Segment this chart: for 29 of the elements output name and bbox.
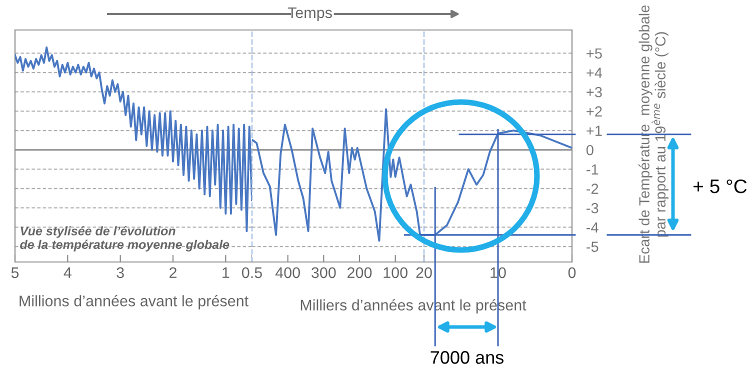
text: Temps bbox=[288, 7, 332, 22]
text: 7000 ans bbox=[430, 351, 504, 364]
x-tick-label: 5 bbox=[11, 267, 19, 278]
x-tick-label: 0.5 bbox=[242, 267, 262, 278]
y-tick-label: -3 bbox=[586, 202, 598, 214]
x-tick-label: 1 bbox=[222, 267, 230, 278]
y-tick-label: -5 bbox=[586, 242, 598, 252]
y-tick-label: +1 bbox=[586, 126, 602, 136]
x-tick-label: 3 bbox=[116, 267, 124, 278]
y-tick-label: +4 bbox=[586, 68, 602, 78]
x-axis-title: Millions d’années avant le présent bbox=[20, 294, 248, 310]
y-tick-label: 0 bbox=[586, 144, 594, 156]
y-tick-label: +3 bbox=[586, 86, 602, 98]
x-tick-label: 4 bbox=[64, 267, 72, 278]
x-tick-label: 2 bbox=[170, 267, 176, 278]
y-tick-label: +2 bbox=[586, 106, 602, 116]
x-tick-label: 400 bbox=[275, 267, 300, 278]
x-tick-label: 300 bbox=[312, 267, 336, 278]
x-tick-label: 20 bbox=[416, 267, 432, 278]
y-tick-label: -4 bbox=[586, 222, 598, 232]
x-tick-label: 0 bbox=[568, 267, 576, 278]
y-axis-title: Ecart de Température moyenne globale par rapport au 19$^{ème}$ siècle (°C) bbox=[638, 5, 668, 263]
annotation: Vue stylisée de l’évolution de la température moyenne globale bbox=[20, 226, 230, 252]
y-tick-label: -1 bbox=[586, 164, 598, 174]
text: + 5 °C bbox=[694, 179, 747, 194]
y-tick-label: +5 bbox=[586, 48, 602, 59]
x-tick-label: 100 bbox=[384, 267, 408, 278]
y-tick-label: -2 bbox=[586, 184, 598, 194]
x-tick-label: 200 bbox=[348, 267, 372, 278]
